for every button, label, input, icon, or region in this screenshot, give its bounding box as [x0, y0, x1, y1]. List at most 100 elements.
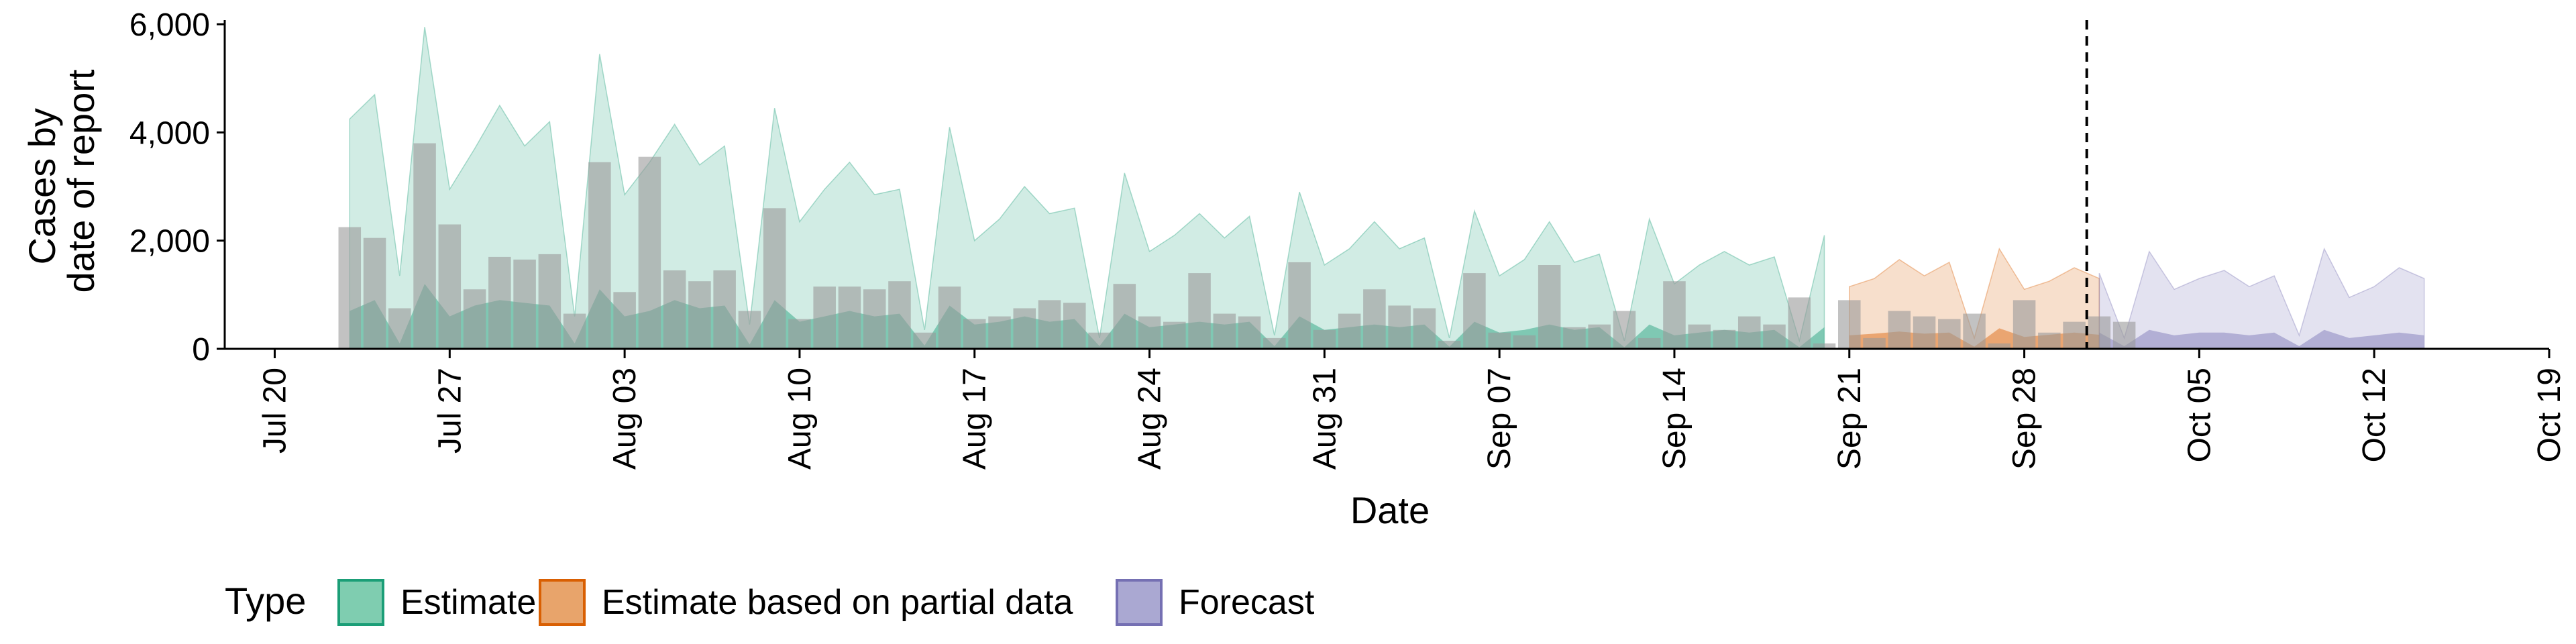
bar [738, 311, 761, 349]
bar [1488, 332, 1511, 349]
bar [1988, 343, 2011, 349]
y-axis-title-line-1: Cases by [21, 108, 63, 264]
band-outer-estimate [349, 27, 1825, 350]
y-tick-label: 2,000 [129, 224, 210, 260]
bar [1463, 273, 1486, 349]
bars-layer [338, 143, 2136, 350]
bar [888, 281, 911, 349]
bar [1438, 340, 1461, 349]
bar [563, 313, 586, 349]
bar [1088, 332, 1111, 349]
bar [763, 208, 786, 349]
bar [1737, 316, 1761, 349]
bar [1763, 324, 1786, 349]
legend-label: Forecast [1179, 583, 1315, 622]
y-tick-label: 0 [192, 332, 210, 368]
legend-title: Type [225, 580, 306, 622]
bar [463, 289, 486, 349]
y-ticks: 0 2,000 4,000 6,000 [129, 7, 225, 368]
bar [538, 254, 561, 349]
bar [1063, 303, 1086, 349]
y-tick-label: 4,000 [129, 115, 210, 151]
bar [438, 224, 462, 349]
bar [513, 259, 536, 349]
bar [1813, 343, 1836, 349]
x-tick-label: Aug 31 [1307, 368, 1342, 470]
bar [2112, 321, 2136, 349]
bar [1338, 313, 1361, 349]
x-tick-label: Jul 20 [258, 368, 293, 453]
x-tick-label: Aug 03 [607, 368, 643, 470]
bar [1888, 311, 1911, 349]
bar [1113, 284, 1136, 349]
bar [713, 270, 736, 349]
legend-items: Estimate Estimate based on partial data Fo… [337, 579, 1315, 626]
bar [488, 256, 511, 349]
bar [1513, 335, 1536, 349]
x-tick-label: Sep 21 [1832, 368, 1868, 470]
band-outer-partial [1849, 247, 2100, 350]
x-tick-label: Sep 14 [1657, 368, 1693, 470]
bar [1663, 281, 1686, 349]
bar [1238, 316, 1261, 349]
x-tick-label: Aug 24 [1132, 368, 1168, 470]
bar [2012, 300, 2036, 349]
x-axis: Jul 20 Jul 27 Aug 03 Aug 10 Aug 17 Aug 24 Aug … [225, 347, 2567, 470]
x-tick-label: Oct 05 [2182, 368, 2217, 462]
bar [688, 281, 711, 349]
bar [788, 319, 811, 349]
bar [413, 143, 436, 349]
bar [1638, 337, 1661, 349]
legend-swatch [337, 579, 384, 626]
bar [1788, 297, 1811, 349]
x-tick-label: Jul 27 [432, 368, 468, 453]
bar [2088, 316, 2111, 349]
bar [1388, 305, 1411, 349]
bar [1563, 327, 1586, 349]
bar [1138, 316, 1161, 349]
legend-swatch [539, 579, 586, 626]
y-axis-title-line-2: date of report [60, 69, 102, 293]
bar [1913, 316, 1936, 349]
x-tick-label: Oct 12 [2357, 368, 2392, 462]
bar [588, 162, 611, 349]
x-tick-label: Sep 07 [1482, 368, 1517, 470]
bar [1938, 319, 1961, 349]
bar [963, 319, 986, 349]
band-inner-forecast [2099, 329, 2424, 349]
y-axis-title: Cases by date of report [21, 69, 102, 293]
bar [988, 316, 1011, 349]
bar [1863, 337, 1886, 349]
bar [913, 332, 936, 349]
bar [813, 286, 836, 349]
bar [338, 227, 362, 349]
band-outer-forecast [2098, 247, 2425, 350]
legend-label: Estimate [400, 583, 536, 622]
bar [1963, 313, 1986, 349]
bands-layer [349, 27, 2425, 350]
bar [1688, 324, 1711, 349]
bar [1013, 308, 1036, 349]
bar [1713, 329, 1736, 349]
bar [1163, 321, 1186, 349]
legend-swatch [1116, 579, 1163, 626]
bar [838, 286, 861, 349]
bar [1213, 313, 1236, 349]
bar [1538, 265, 1561, 349]
x-tick-label: Aug 17 [957, 368, 993, 470]
bar [1613, 311, 1636, 349]
x-tick-label: Oct 19 [2532, 368, 2567, 462]
x-tick-label: Sep 28 [2007, 368, 2043, 470]
bar [613, 292, 636, 349]
legend-label: Estimate based on partial data [602, 583, 1073, 622]
bar [1288, 262, 1311, 349]
bar [388, 308, 411, 349]
x-tick-label: Aug 10 [782, 368, 818, 470]
bar [863, 289, 886, 349]
bar [2063, 321, 2086, 349]
bar [938, 286, 961, 349]
bar [2038, 332, 2061, 349]
bar [363, 237, 386, 349]
bar [638, 156, 661, 350]
